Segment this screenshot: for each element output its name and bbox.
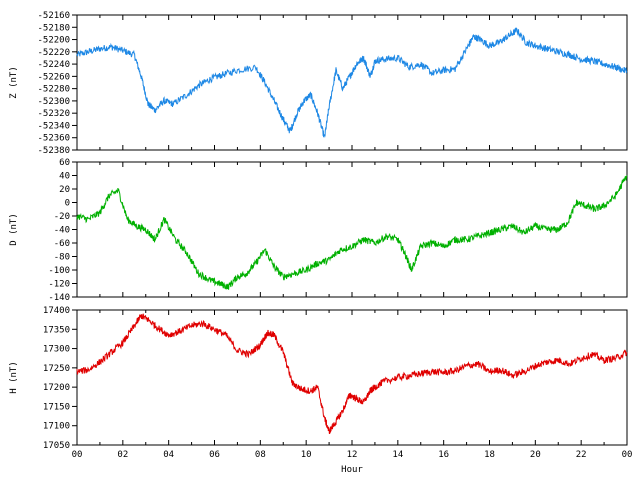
series-line-2 xyxy=(76,175,628,290)
y-axis-label-3: H (nT) xyxy=(9,361,19,394)
y-tick-label-3-3: 17250 xyxy=(43,364,70,374)
y-tick-label-2-1: 40 xyxy=(59,172,70,182)
y-tick-label-1-9: -52340 xyxy=(37,121,70,131)
y-tick-label-3-7: 17050 xyxy=(43,441,70,451)
y-tick-label-1-0: -52160 xyxy=(37,11,70,21)
y-tick-label-2-9: -120 xyxy=(48,280,70,290)
y-tick-label-1-6: -52280 xyxy=(37,85,70,95)
y-tick-label-1-5: -52260 xyxy=(37,72,70,82)
x-tick-label-4: 08 xyxy=(255,450,266,460)
y-tick-label-3-1: 17350 xyxy=(43,325,70,335)
x-tick-label-7: 14 xyxy=(392,450,403,460)
x-tick-label-1: 02 xyxy=(117,450,128,460)
y-tick-label-3-5: 17150 xyxy=(43,402,70,412)
x-axis-label: Hour xyxy=(341,465,363,475)
y-tick-label-2-5: -40 xyxy=(54,226,70,236)
x-tick-label-5: 10 xyxy=(301,450,312,460)
y-tick-label-2-7: -80 xyxy=(54,253,70,263)
x-tick-label-11: 22 xyxy=(576,450,587,460)
x-tick-label-3: 06 xyxy=(209,450,220,460)
y-tick-label-2-6: -60 xyxy=(54,239,70,249)
y-tick-label-1-10: -52360 xyxy=(37,134,70,144)
y-tick-label-1-4: -52240 xyxy=(37,60,70,70)
y-tick-label-2-8: -100 xyxy=(48,266,70,276)
plot-frame-1 xyxy=(76,14,628,151)
x-tick-label-10: 20 xyxy=(530,450,541,460)
y-axis-label-1: Z (nT) xyxy=(9,66,19,99)
x-tick-label-2: 04 xyxy=(163,450,174,460)
y-tick-label-2-2: 20 xyxy=(59,185,70,195)
y-tick-label-2-0: 60 xyxy=(59,158,70,168)
x-tick-label-6: 12 xyxy=(347,450,358,460)
y-tick-label-2-4: -20 xyxy=(54,212,70,222)
y-tick-label-1-8: -52320 xyxy=(37,109,70,119)
plot-frame-2 xyxy=(76,161,628,298)
y-tick-label-2-10: -140 xyxy=(48,293,70,303)
y-tick-label-1-2: -52200 xyxy=(37,36,70,46)
y-tick-label-3-0: 17400 xyxy=(43,306,70,316)
series-line-3 xyxy=(76,313,628,434)
y-tick-label-1-11: -52380 xyxy=(37,146,70,156)
y-tick-label-2-3: 0 xyxy=(65,199,70,209)
y-tick-label-1-3: -52220 xyxy=(37,48,70,58)
x-tick-label-8: 16 xyxy=(438,450,449,460)
y-tick-label-1-1: -52180 xyxy=(37,23,70,33)
x-tick-label-12: 00 xyxy=(622,450,633,460)
y-axis-label-2: D (nT) xyxy=(9,213,19,246)
y-tick-label-1-7: -52300 xyxy=(37,97,70,107)
x-tick-label-9: 18 xyxy=(484,450,495,460)
series-line-1 xyxy=(76,26,628,139)
y-tick-label-3-2: 17300 xyxy=(43,345,70,355)
x-tick-label-0: 00 xyxy=(72,450,83,460)
y-tick-label-3-6: 17100 xyxy=(43,422,70,432)
y-tick-label-3-4: 17200 xyxy=(43,383,70,393)
